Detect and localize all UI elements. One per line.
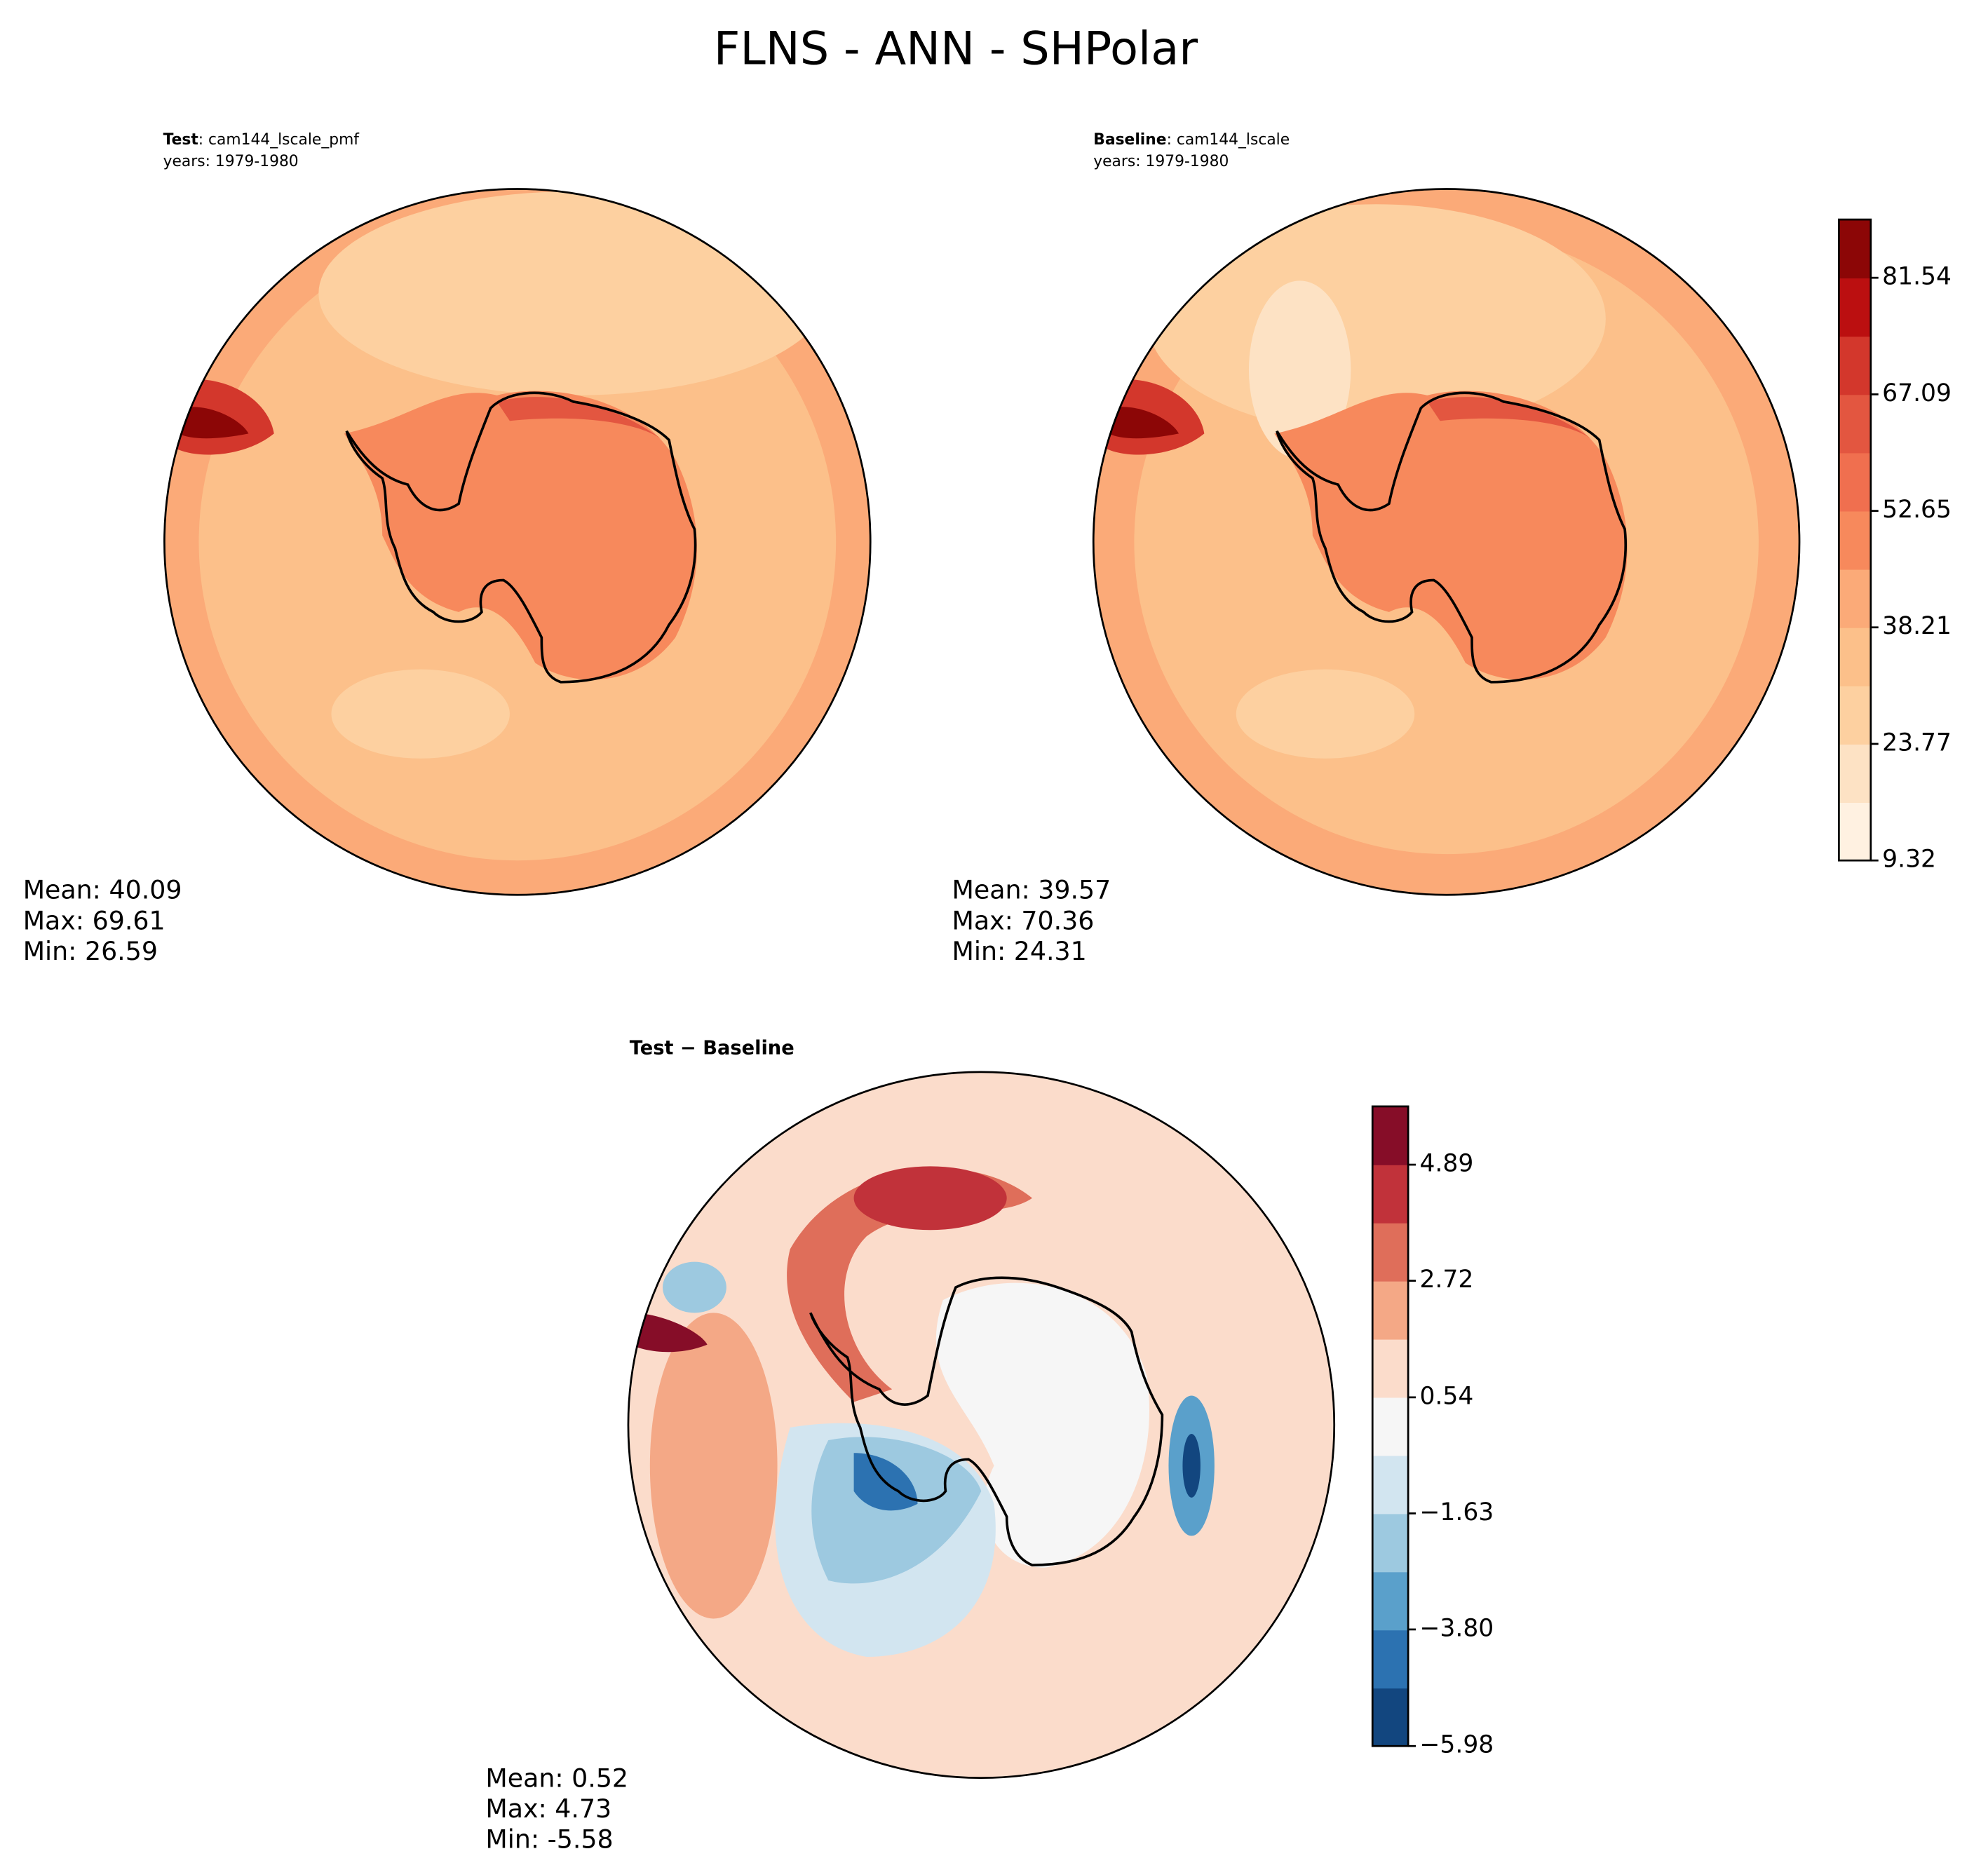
panel-name: : cam144_lscale xyxy=(1167,131,1290,149)
colorbar-band xyxy=(1839,278,1871,337)
panel-label: Test xyxy=(163,131,198,149)
colorbar-band xyxy=(1372,1397,1409,1456)
colorbar-band xyxy=(1839,219,1871,279)
colorbar-band xyxy=(1372,1571,1409,1631)
figure-title: FLNS - ANN - SHPolar xyxy=(714,22,1198,75)
colorbar-band xyxy=(1372,1222,1409,1282)
colorbar-band xyxy=(1839,627,1871,686)
stat-min: Min: -5.58 xyxy=(485,1824,613,1855)
colorbar-tick-label: 52.65 xyxy=(1882,496,1952,524)
colorbar-band xyxy=(1372,1280,1409,1340)
colorbar-tick-label: 38.21 xyxy=(1882,612,1952,640)
panel-caption: Baseline: cam144_lscale xyxy=(1093,131,1290,149)
colorbar-band xyxy=(1372,1339,1409,1398)
stat-max: Max: 4.73 xyxy=(485,1794,611,1824)
panel-name: : cam144_lscale_pmf xyxy=(198,131,360,149)
colorbar-tick-label: −3.80 xyxy=(1419,1614,1494,1642)
colorbar-band xyxy=(1372,1688,1409,1747)
colorbar-band xyxy=(1839,394,1871,454)
colorbar-tick-label: 9.32 xyxy=(1882,846,1936,874)
stat-mean: Mean: 39.57 xyxy=(952,875,1111,905)
colorbar-band xyxy=(1372,1106,1409,1165)
colorbar-tick-label: 4.89 xyxy=(1419,1150,1473,1178)
panel-years: years: 1979-1980 xyxy=(1093,153,1229,170)
colorbar-band xyxy=(1839,510,1871,570)
colorbar-tick-label: −5.98 xyxy=(1419,1731,1494,1759)
colorbar-frame xyxy=(1838,218,1872,862)
panel-years: years: 1979-1980 xyxy=(163,153,299,170)
colorbar-band xyxy=(1372,1513,1409,1573)
colorbar-band xyxy=(1839,569,1871,628)
colorbar-tick-label: 81.54 xyxy=(1882,263,1952,291)
stat-max: Max: 69.61 xyxy=(23,905,165,935)
stat-max: Max: 70.36 xyxy=(952,905,1095,935)
colorbar-frame xyxy=(1371,1105,1409,1747)
panel-caption: Test: cam144_lscale_pmf xyxy=(163,131,360,149)
colorbar-band xyxy=(1839,336,1871,395)
stat-mean: Mean: 40.09 xyxy=(23,875,182,905)
colorbar-band xyxy=(1372,1455,1409,1515)
colorbar-band xyxy=(1372,1164,1409,1224)
colorbar-band xyxy=(1839,685,1871,745)
colorbar-tick-label: 23.77 xyxy=(1882,729,1952,757)
colorbar-tick-label: −1.63 xyxy=(1419,1498,1494,1526)
colorbar-tick-label: 2.72 xyxy=(1419,1266,1473,1294)
colorbar-band xyxy=(1839,802,1871,862)
colorbar-tick-label: 0.54 xyxy=(1419,1382,1473,1410)
colorbar-band xyxy=(1372,1630,1409,1689)
stat-min: Min: 26.59 xyxy=(23,936,158,966)
panel-label: Test − Baseline xyxy=(630,1037,794,1059)
stat-mean: Mean: 0.52 xyxy=(485,1763,628,1793)
map-field xyxy=(164,189,871,895)
colorbar-band xyxy=(1839,452,1871,512)
colorbar-band xyxy=(1839,743,1871,803)
stat-min: Min: 24.31 xyxy=(952,936,1087,966)
map-field xyxy=(1093,189,1800,895)
panel-label: Baseline xyxy=(1093,131,1166,149)
colorbar-tick-label: 67.09 xyxy=(1882,379,1952,407)
map-field xyxy=(628,1071,1334,1778)
